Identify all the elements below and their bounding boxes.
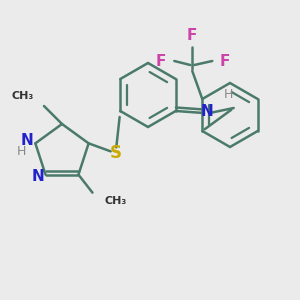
Text: CH₃: CH₃: [12, 91, 34, 101]
Text: F: F: [156, 53, 166, 68]
Text: F: F: [220, 53, 230, 68]
Text: H: H: [224, 88, 233, 101]
Text: H: H: [17, 145, 26, 158]
Text: F: F: [187, 28, 197, 44]
Text: CH₃: CH₃: [104, 196, 127, 206]
Text: N: N: [200, 103, 213, 118]
Text: N: N: [21, 133, 34, 148]
Text: N: N: [31, 169, 44, 184]
Text: S: S: [110, 144, 122, 162]
